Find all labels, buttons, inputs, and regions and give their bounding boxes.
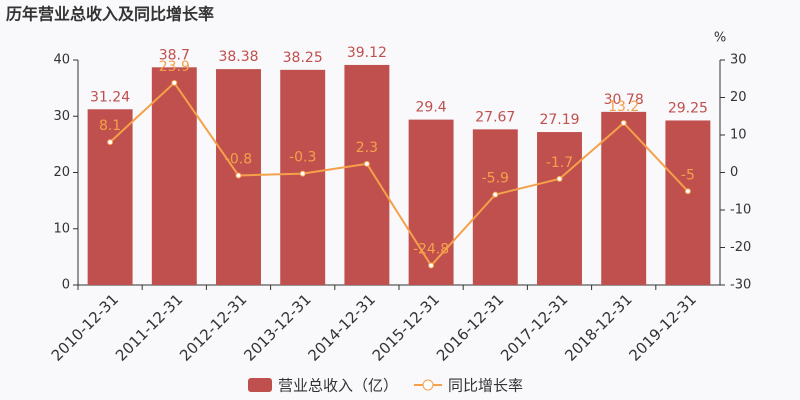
line-value-label: 23.9 — [159, 59, 190, 75]
line-value-label: -24.8 — [413, 242, 449, 258]
line — [109, 81, 689, 268]
bar-value-label: 38.25 — [283, 50, 323, 66]
y2-tick-label: -20 — [730, 240, 751, 255]
line-value-label: -5 — [681, 167, 695, 183]
bar-value-label: 27.67 — [475, 109, 515, 125]
bar-value-label: 38.38 — [218, 49, 258, 65]
bar — [472, 129, 518, 285]
line-point — [556, 175, 563, 182]
legend-label: 营业总收入（亿） — [278, 377, 398, 395]
y2-axis-label: % — [714, 31, 726, 46]
bar — [601, 111, 647, 285]
bar-value-label: 31.24 — [90, 89, 130, 105]
line-point — [107, 139, 114, 146]
line-point — [363, 160, 370, 167]
y2-tick-label: 20 — [730, 90, 747, 105]
bar — [151, 67, 197, 285]
line-point — [299, 170, 306, 177]
bar — [408, 119, 454, 285]
y2-tick-label: 0 — [730, 165, 738, 180]
y-tick-label: 10 — [53, 221, 70, 236]
bar — [87, 109, 133, 286]
line-value-label: -5.9 — [482, 171, 509, 187]
bar-value-label: 29.25 — [668, 100, 708, 116]
bar — [537, 132, 582, 285]
y-tick-label: 40 — [53, 53, 70, 68]
chart-title: 历年营业总收入及同比增长率 — [6, 5, 214, 24]
y-tick-label: 0 — [62, 278, 70, 293]
y2-tick-label: -10 — [730, 203, 751, 218]
line-point — [684, 188, 691, 195]
line-point — [492, 191, 499, 198]
line-value-label: 2.3 — [356, 140, 378, 156]
y2-tick-label: 30 — [730, 53, 747, 68]
y-tick-label: 20 — [53, 165, 70, 180]
bar-value-label: 39.12 — [347, 45, 387, 61]
bar-value-label: 29.4 — [416, 100, 447, 116]
y2-tick-label: -30 — [730, 278, 751, 293]
legend-swatch — [422, 379, 434, 391]
legend-swatch — [248, 378, 272, 392]
bar — [665, 120, 711, 285]
line-point — [620, 120, 627, 126]
line-value-label: -0.3 — [289, 150, 316, 166]
line-point — [235, 172, 242, 179]
y-tick-label: 30 — [53, 109, 70, 124]
bar-value-label: 38.7 — [159, 47, 190, 63]
bar — [280, 69, 326, 285]
line-point — [428, 262, 435, 269]
legend-label: 同比增长率 — [448, 377, 523, 395]
bar-value-label: 30.78 — [604, 92, 644, 108]
bar — [344, 64, 390, 285]
bar-value-label: 27.19 — [539, 112, 579, 128]
line-point — [171, 79, 178, 86]
line-value-label: -1.7 — [546, 155, 573, 171]
y2-tick-label: 10 — [730, 128, 747, 143]
line-value-label: 13.2 — [608, 99, 639, 115]
line-value-label: -0.8 — [225, 152, 252, 168]
line-value-label: 8.1 — [99, 118, 121, 134]
